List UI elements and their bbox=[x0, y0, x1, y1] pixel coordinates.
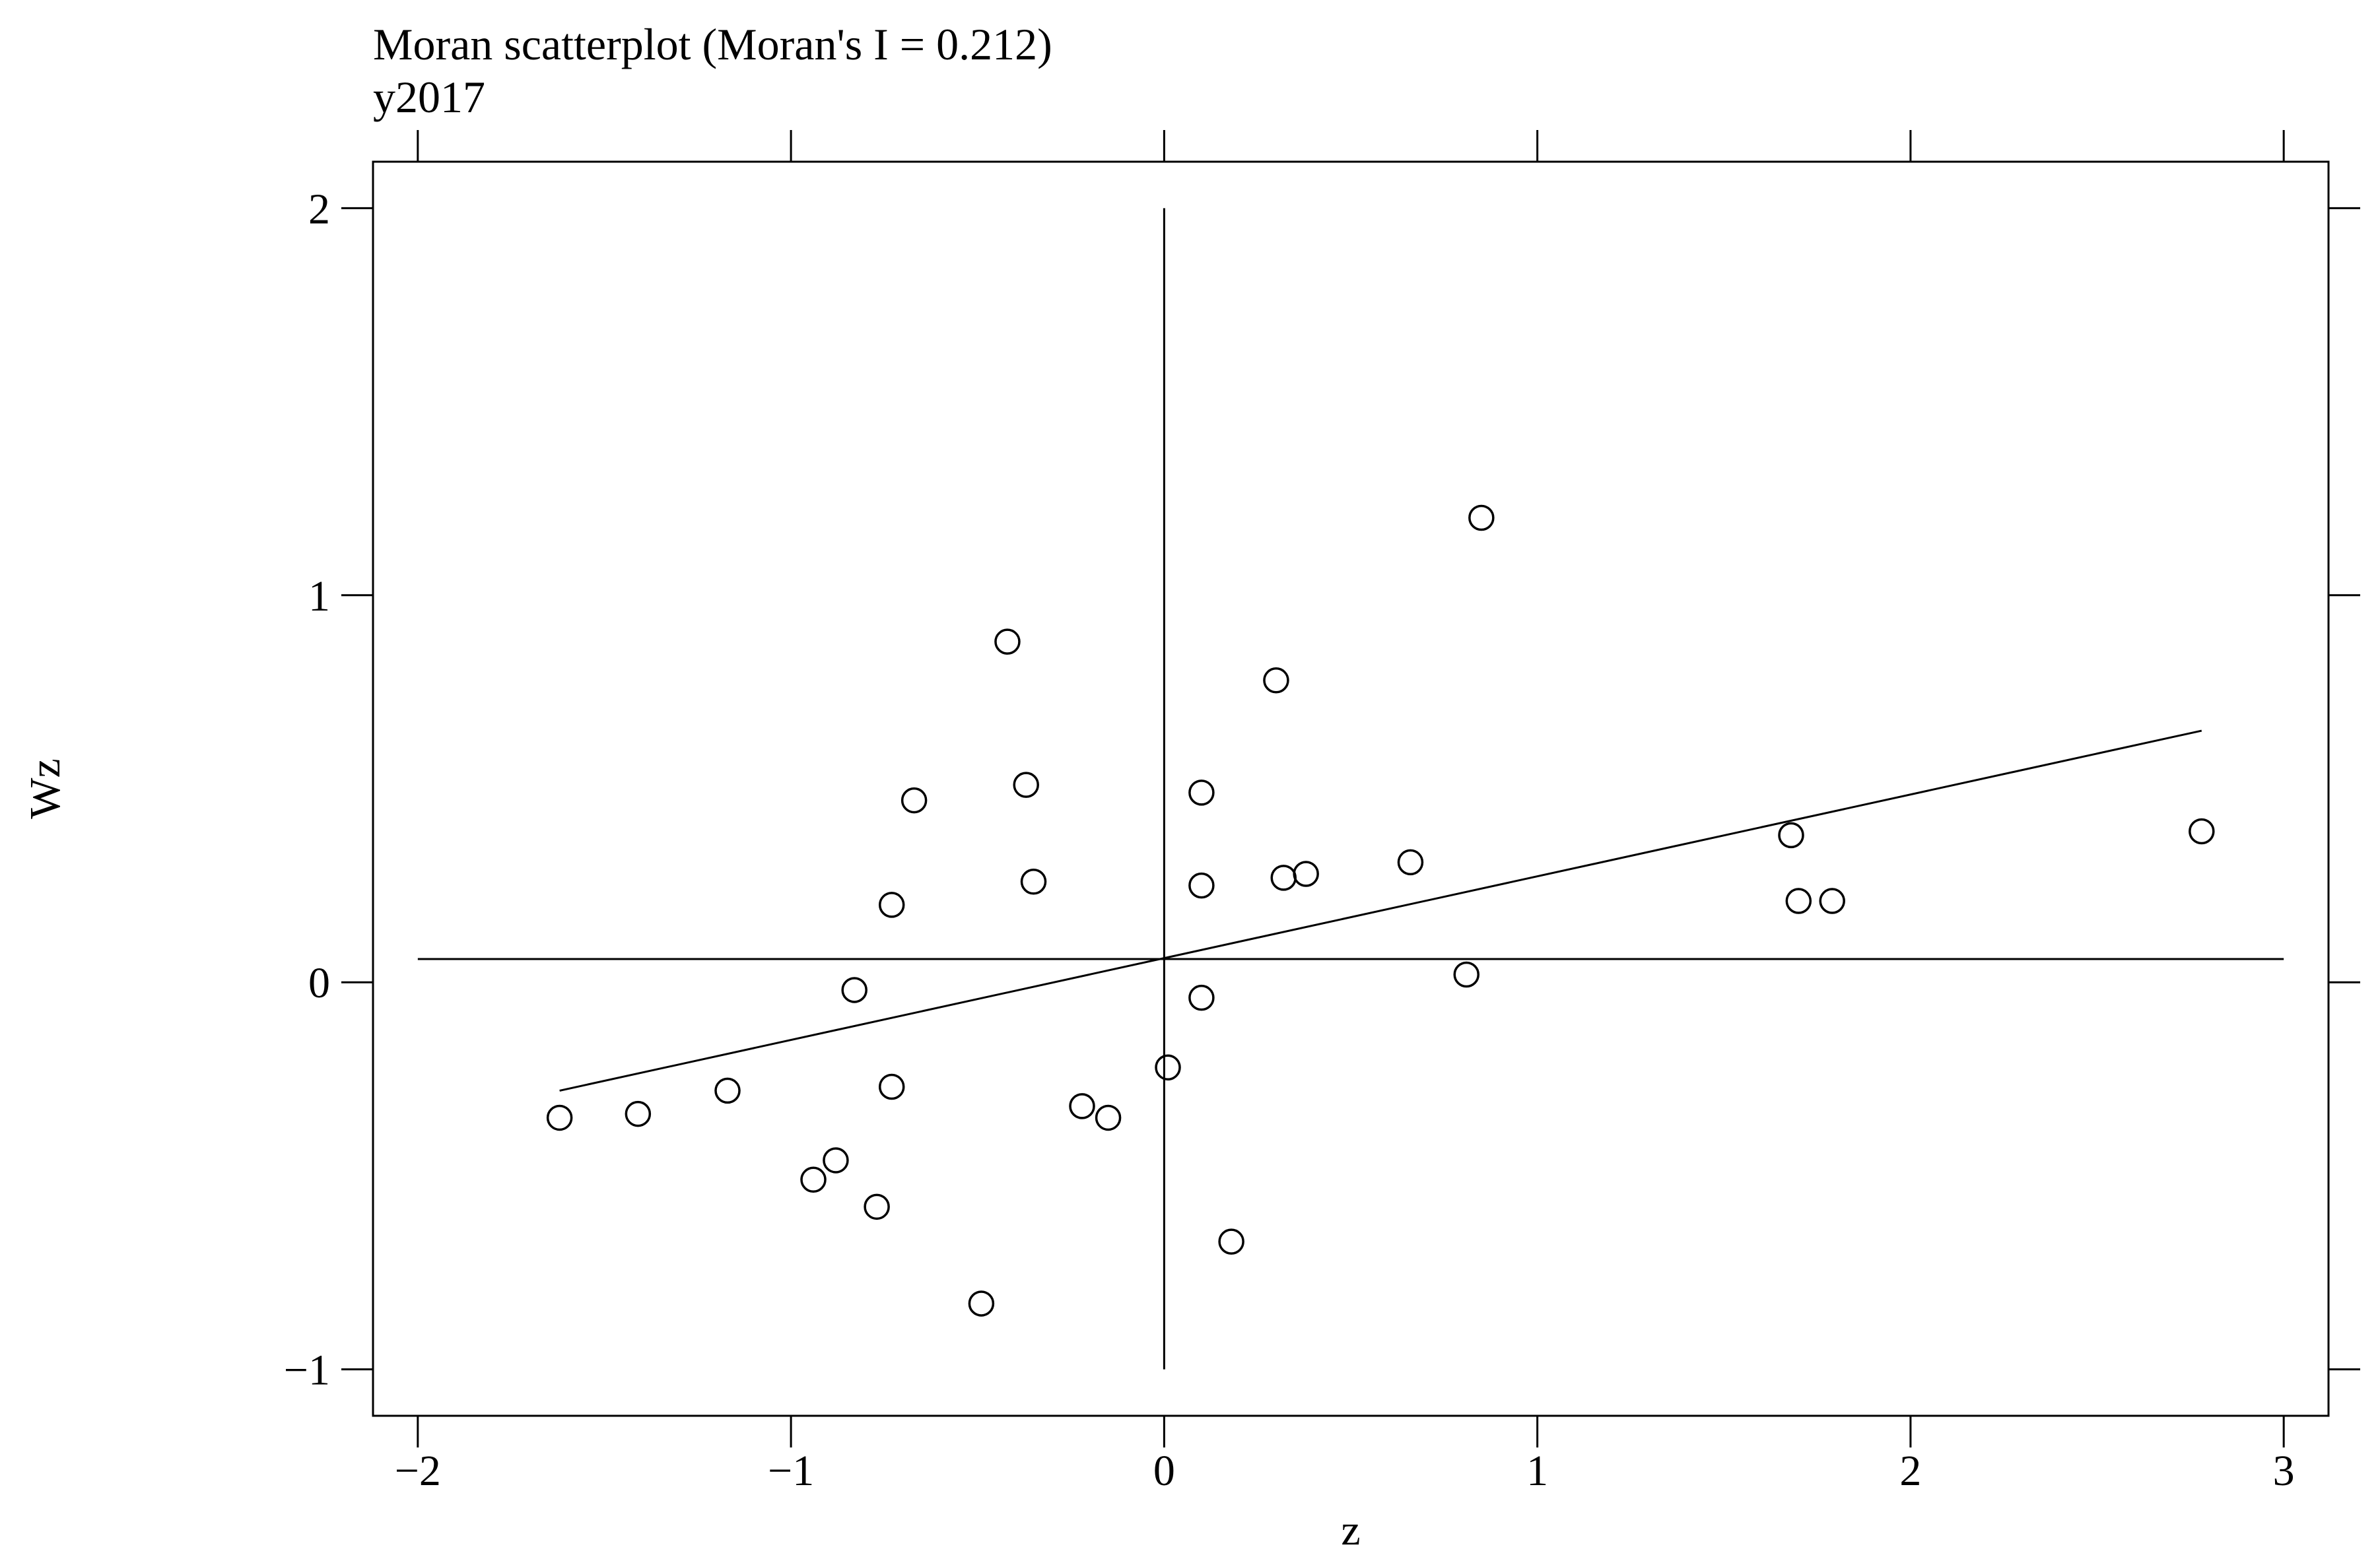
data-point bbox=[1293, 861, 1319, 887]
data-point bbox=[2189, 818, 2215, 845]
data-point bbox=[1270, 865, 1297, 891]
x-tick-label: 0 bbox=[1153, 1447, 1175, 1495]
data-point bbox=[1020, 868, 1047, 895]
data-point bbox=[841, 977, 867, 1003]
data-point bbox=[878, 1073, 905, 1100]
data-point bbox=[1069, 1093, 1095, 1119]
data-point bbox=[1188, 984, 1215, 1011]
x-axis-label: z bbox=[1341, 1506, 1360, 1554]
data-point bbox=[994, 628, 1021, 655]
data-point bbox=[1155, 1054, 1181, 1080]
data-point bbox=[968, 1290, 995, 1317]
x-tick-label: −2 bbox=[395, 1447, 441, 1495]
x-tick-label: 1 bbox=[1526, 1447, 1548, 1495]
data-point bbox=[1453, 961, 1479, 988]
reference-lines bbox=[417, 208, 2284, 1370]
x-tick-label: 3 bbox=[2273, 1447, 2295, 1495]
data-points bbox=[546, 504, 2215, 1317]
data-point bbox=[1095, 1104, 1122, 1131]
chart-subtitle: y2017 bbox=[373, 72, 485, 122]
y-tick-label: 1 bbox=[308, 572, 330, 620]
data-point bbox=[878, 892, 905, 918]
data-point bbox=[823, 1147, 849, 1174]
data-point bbox=[864, 1193, 890, 1220]
fit-line-group bbox=[559, 729, 2202, 1092]
data-point bbox=[625, 1100, 652, 1127]
x-tick-label: 2 bbox=[1899, 1447, 1921, 1495]
data-point bbox=[1785, 888, 1812, 914]
data-point bbox=[1013, 772, 1039, 798]
regression-line bbox=[559, 729, 2202, 1092]
data-point bbox=[714, 1077, 741, 1104]
x-tick-label: −1 bbox=[768, 1447, 814, 1495]
axis-tick-labels: −2 −1 0 1 2 3 −1 0 1 2 bbox=[284, 185, 2295, 1495]
data-point bbox=[901, 787, 928, 814]
data-point bbox=[1188, 872, 1215, 899]
data-point bbox=[546, 1104, 573, 1131]
y-axis-label: Wz bbox=[21, 758, 69, 819]
data-point bbox=[1397, 849, 1424, 876]
y-tick-label: 0 bbox=[308, 959, 330, 1007]
y-tick-label: −1 bbox=[284, 1346, 330, 1395]
plot-frame bbox=[372, 160, 2330, 1417]
y-tick-label: 2 bbox=[308, 185, 330, 233]
data-point bbox=[1263, 667, 1289, 694]
data-point bbox=[1778, 822, 1804, 849]
data-point bbox=[1188, 780, 1215, 806]
axis-ticks bbox=[341, 130, 2360, 1447]
data-point bbox=[1819, 888, 1845, 914]
chart-title: Moran scatterplot (Moran's I = 0.212) bbox=[373, 19, 1052, 69]
data-point bbox=[1468, 504, 1495, 531]
data-point bbox=[800, 1166, 827, 1193]
data-point bbox=[1218, 1228, 1244, 1255]
